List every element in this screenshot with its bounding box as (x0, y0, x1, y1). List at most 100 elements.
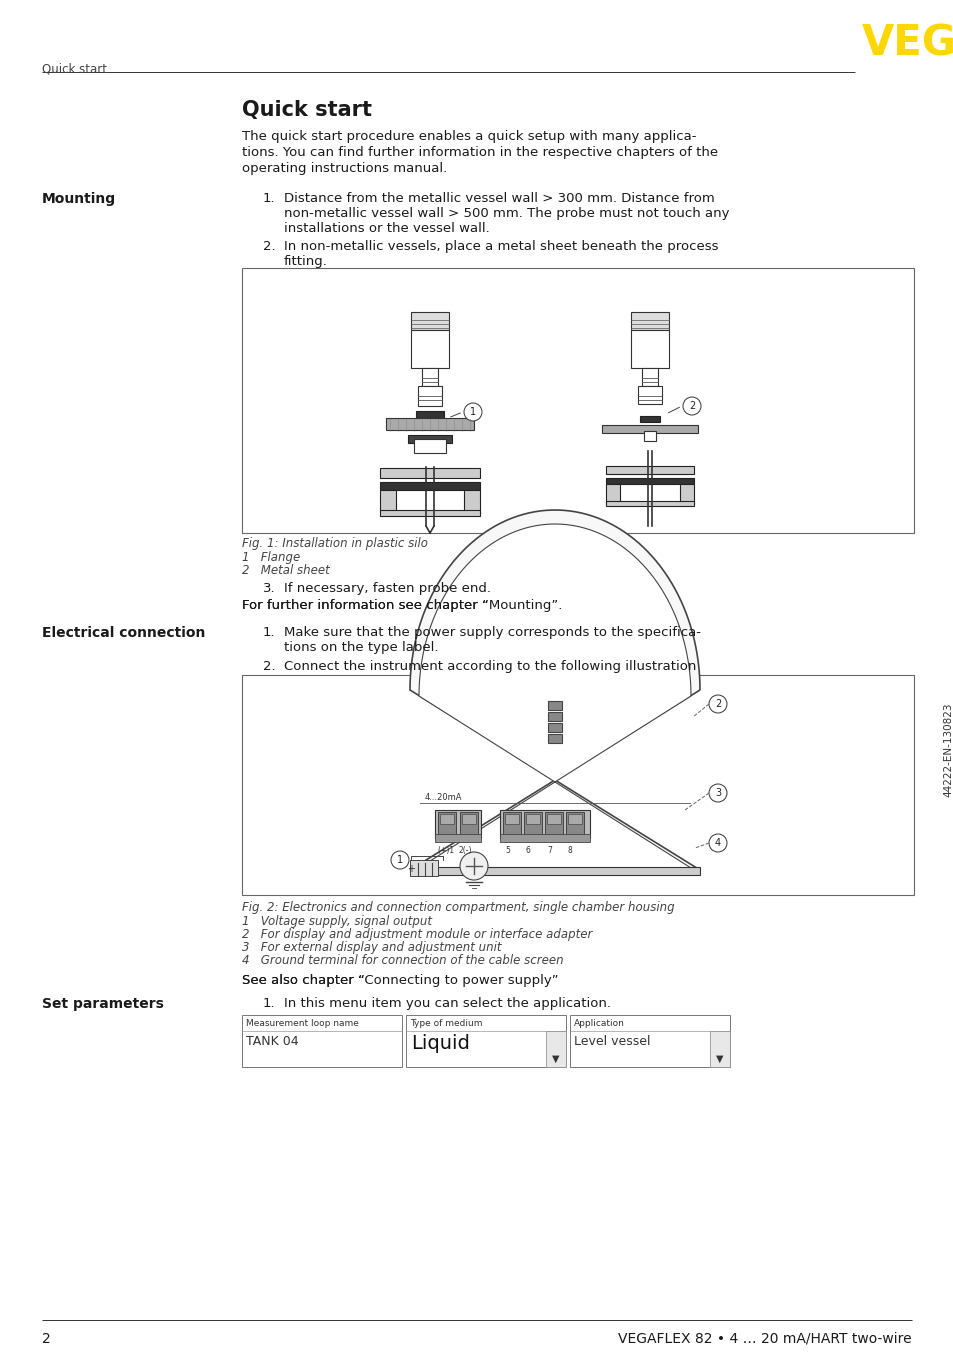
Circle shape (708, 695, 726, 714)
Bar (461, 814, 476, 825)
Bar (499, 810, 589, 838)
Text: 4   Ground terminal for connection of the cable screen: 4 Ground terminal for connection of the … (242, 955, 563, 967)
Text: For further information see chapter “Mounting”.: For further information see chapter “Mou… (242, 598, 561, 612)
Circle shape (463, 403, 481, 421)
Text: Application: Application (574, 1020, 624, 1028)
Bar (605, 483, 619, 504)
Text: See also chapter “Connecting to power supply”: See also chapter “Connecting to power su… (242, 974, 558, 987)
Bar (435, 810, 480, 838)
Bar (411, 311, 449, 330)
Bar (417, 386, 441, 406)
Text: Distance from the metallic vessel wall > 300 mm. Distance from: Distance from the metallic vessel wall >… (284, 192, 714, 204)
Bar (638, 386, 661, 403)
Bar (547, 723, 561, 733)
Bar (545, 1030, 565, 1067)
Bar (242, 1016, 401, 1067)
Text: For further information see chapter “: For further information see chapter “ (242, 598, 488, 612)
Text: 2: 2 (714, 699, 720, 709)
Bar (643, 431, 656, 441)
Text: ▼: ▼ (552, 1053, 559, 1064)
Bar (502, 812, 520, 835)
Text: 5: 5 (504, 846, 509, 854)
Bar (463, 490, 479, 513)
Bar (459, 812, 477, 835)
Text: 2   For display and adjustment module or interface adapter: 2 For display and adjustment module or i… (242, 927, 592, 941)
Text: 44222-EN-130823: 44222-EN-130823 (942, 703, 952, 798)
Text: In this menu item you can select the application.: In this menu item you can select the app… (284, 997, 610, 1010)
Text: In non-metallic vessels, place a metal sheet beneath the process: In non-metallic vessels, place a metal s… (284, 240, 718, 253)
Text: Liquid: Liquid (411, 1034, 470, 1053)
Circle shape (682, 397, 700, 414)
Bar (547, 712, 561, 720)
Bar (242, 676, 913, 895)
Bar (525, 814, 539, 825)
Bar (547, 734, 561, 743)
Text: Set parameters: Set parameters (42, 997, 164, 1011)
Bar (605, 466, 693, 474)
Bar (421, 368, 437, 386)
Bar (544, 812, 562, 835)
Bar (411, 330, 449, 368)
Bar (410, 860, 437, 876)
Bar (639, 416, 659, 422)
Text: 2   Metal sheet: 2 Metal sheet (242, 565, 330, 577)
Bar (499, 834, 589, 842)
Text: 2: 2 (688, 401, 695, 412)
Text: VEGAFLEX 82 • 4 … 20 mA/HART two-wire: VEGAFLEX 82 • 4 … 20 mA/HART two-wire (618, 1332, 911, 1346)
Text: 1: 1 (470, 408, 476, 417)
Text: 2.: 2. (263, 240, 275, 253)
Text: 6: 6 (525, 846, 530, 854)
Text: (+)1: (+)1 (436, 846, 454, 854)
Text: 1.: 1. (263, 192, 275, 204)
Text: 1   Voltage supply, signal output: 1 Voltage supply, signal output (242, 915, 432, 927)
Text: VEGA: VEGA (862, 22, 953, 64)
Text: See also chapter “: See also chapter “ (242, 974, 364, 987)
Text: Fig. 1: Installation in plastic silo: Fig. 1: Installation in plastic silo (242, 538, 428, 550)
Text: 8: 8 (567, 846, 572, 854)
Text: Fig. 2: Electronics and connection compartment, single chamber housing: Fig. 2: Electronics and connection compa… (242, 900, 674, 914)
Bar (439, 814, 454, 825)
Bar (379, 490, 395, 513)
Bar (406, 1016, 565, 1067)
Text: Electrical connection: Electrical connection (42, 626, 205, 640)
Text: Type of medium: Type of medium (410, 1020, 482, 1028)
Text: 3.: 3. (263, 582, 275, 594)
Text: installations or the vessel wall.: installations or the vessel wall. (284, 222, 489, 236)
Bar (386, 418, 474, 431)
Bar (567, 814, 581, 825)
Circle shape (391, 852, 409, 869)
Text: ▼: ▼ (716, 1053, 723, 1064)
PathPatch shape (418, 524, 690, 868)
Circle shape (708, 834, 726, 852)
Text: 2: 2 (42, 1332, 51, 1346)
Bar (605, 501, 693, 506)
Circle shape (708, 784, 726, 802)
Bar (630, 311, 668, 330)
Text: 1   Flange: 1 Flange (242, 551, 300, 565)
Bar (641, 368, 658, 386)
Text: Quick start: Quick start (242, 100, 372, 121)
Text: tions on the type label.: tions on the type label. (284, 640, 438, 654)
Bar (437, 812, 456, 835)
Text: If necessary, fasten probe end.: If necessary, fasten probe end. (284, 582, 491, 594)
Bar (565, 812, 583, 835)
Text: 2(-): 2(-) (458, 846, 472, 854)
Text: 1.: 1. (263, 626, 275, 639)
Bar (416, 412, 443, 418)
Bar (630, 330, 668, 368)
Bar (379, 510, 479, 516)
Bar (504, 814, 518, 825)
Circle shape (459, 852, 488, 880)
Bar (546, 814, 560, 825)
Bar (379, 468, 479, 478)
Bar (547, 701, 561, 709)
Bar (523, 812, 541, 835)
Text: 7: 7 (546, 846, 551, 854)
Bar (242, 268, 913, 533)
Bar (569, 1016, 729, 1067)
Bar (414, 439, 446, 454)
Text: 2.: 2. (263, 659, 275, 673)
Text: tions. You can find further information in the respective chapters of the: tions. You can find further information … (242, 146, 718, 158)
Text: 1.: 1. (263, 997, 275, 1010)
Text: 1: 1 (396, 854, 402, 865)
